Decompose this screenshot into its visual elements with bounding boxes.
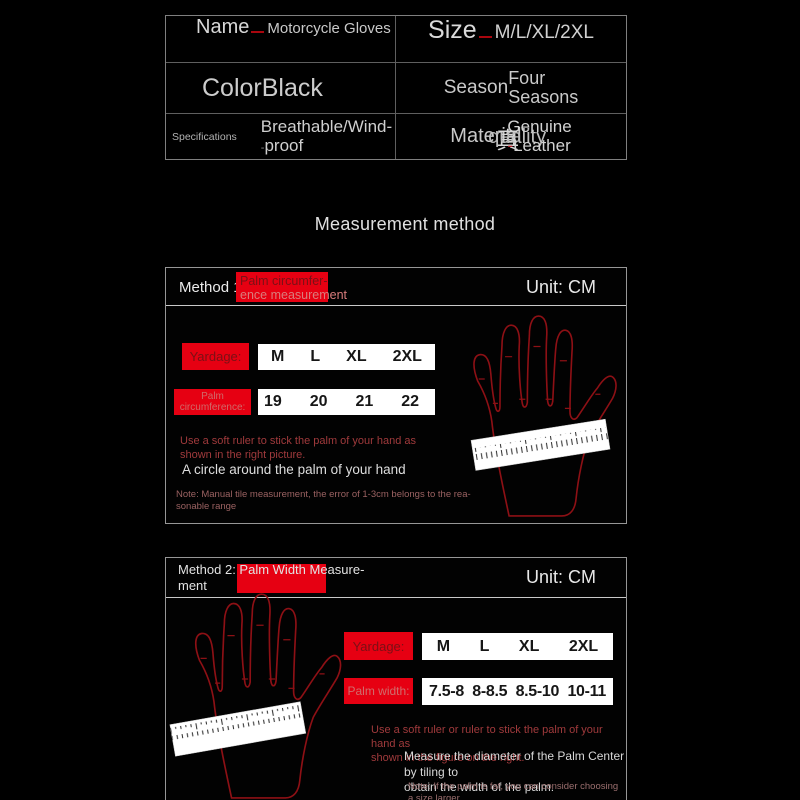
value-cell: 19 (264, 393, 282, 410)
specifications-value: Breathable/Wind- -proof (260, 116, 393, 155)
method2-instruction-red: Use a soft ruler or ruler to stick the p… (371, 724, 603, 764)
hand-ruler-illustration (169, 593, 342, 799)
size-cell: 2XL (568, 637, 599, 655)
value-cell: 8.5-10 (515, 682, 560, 700)
yardage-label-box: Yardage: (344, 632, 413, 660)
spec-cell-name: Name Motorcycle Gloves (166, 16, 396, 63)
sizes-strip: M L XL 2XL (422, 633, 613, 660)
size-cell: L (310, 348, 321, 365)
palm-circumference-label-box: Palm circumference: (174, 389, 251, 415)
size-cell: 2XL (392, 348, 422, 365)
knuckle-marks (200, 624, 325, 689)
size-label: Size (428, 16, 477, 44)
color-value: Black (261, 73, 323, 102)
hand-outline (473, 315, 617, 517)
material-value: Genuine -Leather (507, 116, 572, 155)
unit-label: Unit: CM (525, 277, 596, 297)
unit-label: Unit: CM (525, 567, 596, 587)
method1-panel: Method 1: Palm circumfer- ence measureme… (165, 267, 627, 524)
red-underscore-mark (251, 31, 265, 33)
measurement-method-title: Measurement method (314, 214, 496, 234)
method2-title: Method 2: Palm Width Measure- ment (178, 562, 365, 594)
method1-highlight-box: Palm circumfer- ence measurement (236, 272, 347, 302)
method2-panel: Method 2: Palm Width Measure- ment Unit:… (165, 557, 627, 800)
size-cell: L (479, 637, 490, 655)
color-label: Color (202, 73, 262, 102)
sizes-strip: M L XL 2XL (258, 344, 435, 370)
ruler-strip (470, 418, 611, 471)
circumference-values-strip: 19 20 21 22 (258, 389, 435, 415)
value-cell: 7.5-8 (429, 682, 464, 700)
size-cell: M (271, 348, 285, 365)
yardage-label-box: Yardage: (182, 343, 249, 370)
spec-cell-season: Season Four Seasons (396, 63, 626, 114)
material-overlap-en: quality (488, 126, 547, 148)
size-cell: XL (346, 348, 367, 365)
spec-cell-material: Material 真 quality Genuine -Leather (396, 114, 626, 159)
value-cell: 8-8.5 (472, 682, 508, 700)
season-label: Season (443, 77, 509, 98)
method2-instruction-white: Measure the diameter of the Palm Center … (404, 749, 625, 795)
spec-cell-specifications: Specifications Breathable/Wind- -proof (166, 114, 396, 159)
method1-instruction-white: A circle around the palm of your hand (182, 462, 406, 477)
red-underscore-mark (478, 36, 492, 38)
method1-note: Note: Manual tile measurement, the error… (176, 489, 471, 513)
method1-title: Method 1: (179, 279, 246, 296)
method2-header: Method 2: Palm Width Measure- ment Unit:… (166, 558, 626, 598)
spec-cell-color: Color Black (166, 63, 396, 114)
method1-instruction-red: Use a soft ruler to stick the palm of yo… (180, 435, 417, 461)
specifications-label: Specifications (172, 130, 237, 143)
value-cell: 22 (401, 393, 419, 410)
season-value: Four Seasons (508, 68, 579, 107)
size-cell: M (436, 637, 451, 655)
name-label: Name (196, 16, 250, 38)
material-label: Material (450, 125, 522, 147)
palm-width-label-box: Palm width: (344, 678, 413, 704)
value-cell: 21 (355, 393, 374, 410)
material-overlap-cn: 真 (496, 127, 520, 153)
method1-header: Method 1: Palm circumfer- ence measureme… (166, 268, 626, 306)
method2-note: Note: If the palm is fat, you can consid… (408, 781, 619, 800)
value-cell: 20 (309, 393, 328, 410)
name-value: Motorcycle Gloves (267, 20, 391, 37)
size-cell: XL (518, 637, 540, 655)
value-cell: 10-11 (567, 682, 606, 700)
hand-ruler-illustration (470, 315, 617, 517)
width-values-strip: 7.5-8 8-8.5 8.5-10 10-11 (422, 678, 613, 705)
product-spec-table: Name Motorcycle Gloves Size M/L/XL/2XL Col… (165, 15, 627, 160)
method2-highlight-box (237, 564, 326, 593)
material-label-overlap: Material 真 quality (450, 125, 546, 153)
hand-outline (194, 593, 342, 799)
size-value: M/L/XL/2XL (494, 22, 594, 43)
knuckle-marks (478, 345, 601, 410)
ruler-strip (169, 701, 307, 757)
spec-cell-size: Size M/L/XL/2XL (396, 16, 626, 63)
